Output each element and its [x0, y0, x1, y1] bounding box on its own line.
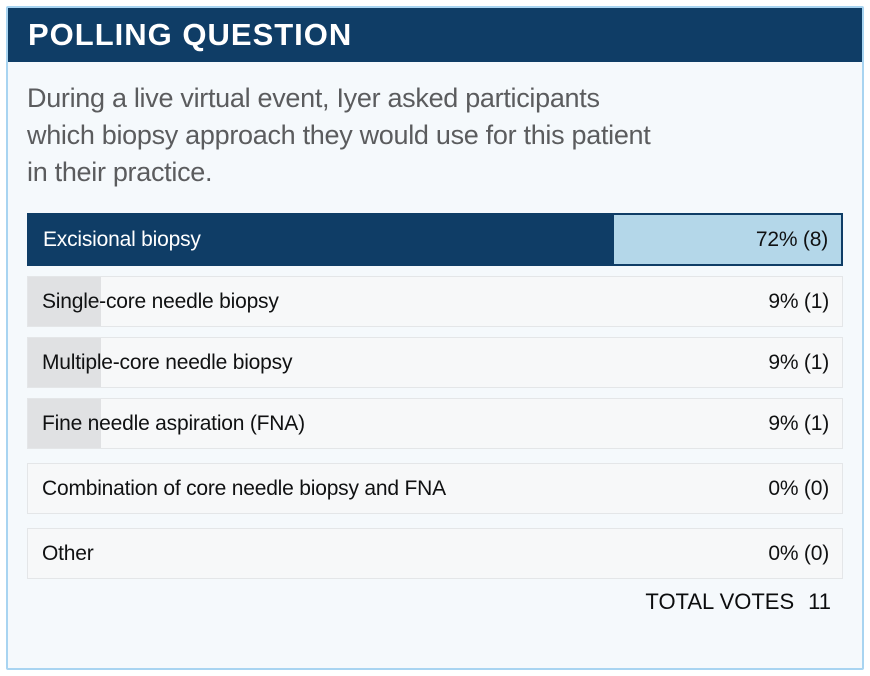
poll-bar-fill	[28, 277, 102, 326]
polling-question-title: POLLING QUESTION	[28, 17, 353, 52]
poll-option-row-fine-needle-aspiration: Fine needle aspiration (FNA) 9% (1)	[27, 398, 843, 449]
poll-option-value: 9% (1)	[768, 350, 829, 374]
poll-option-label: Multiple-core needle biopsy	[42, 350, 293, 374]
poll-option-value: 0% (0)	[768, 541, 829, 565]
poll-option-label: Excisional biopsy	[43, 227, 201, 251]
polling-card-header: POLLING QUESTION	[8, 8, 862, 62]
poll-option-label: Combination of core needle biopsy and FN…	[42, 476, 446, 500]
poll-option-value: 72% (8)	[755, 227, 828, 251]
poll-option-row-combination: Combination of core needle biopsy and FN…	[27, 463, 843, 514]
poll-question-text: During a live virtual event, Iyer asked …	[27, 80, 843, 191]
poll-option-row-multiple-core-needle-biopsy: Multiple-core needle biopsy 9% (1)	[27, 337, 843, 388]
poll-question-line: which biopsy approach they would use for…	[27, 120, 651, 150]
poll-option-value: 9% (1)	[768, 411, 829, 435]
poll-option-value: 9% (1)	[768, 289, 829, 313]
poll-option-row-excisional-biopsy: Excisional biopsy 72% (8)	[27, 213, 843, 266]
poll-question-line: During a live virtual event, Iyer asked …	[27, 83, 600, 113]
total-votes-label: TOTAL VOTES	[645, 589, 795, 614]
total-votes-value: 11	[808, 589, 831, 614]
polling-card: POLLING QUESTION During a live virtual e…	[6, 6, 864, 670]
poll-bar-fill	[28, 399, 102, 448]
poll-question-line: in their practice.	[27, 157, 213, 187]
poll-results-list: Excisional biopsy 72% (8) Single-core ne…	[27, 213, 843, 579]
total-votes-row: TOTAL VOTES 11	[27, 589, 843, 615]
poll-option-label: Fine needle aspiration (FNA)	[42, 411, 305, 435]
poll-option-value: 0% (0)	[768, 476, 829, 500]
poll-bar-fill	[29, 215, 614, 264]
polling-card-body: During a live virtual event, Iyer asked …	[8, 62, 862, 615]
poll-option-label: Single-core needle biopsy	[42, 289, 279, 313]
poll-bar-fill	[28, 338, 102, 387]
poll-option-row-other: Other 0% (0)	[27, 528, 843, 579]
poll-option-label: Other	[42, 541, 94, 565]
poll-option-row-single-core-needle-biopsy: Single-core needle biopsy 9% (1)	[27, 276, 843, 327]
